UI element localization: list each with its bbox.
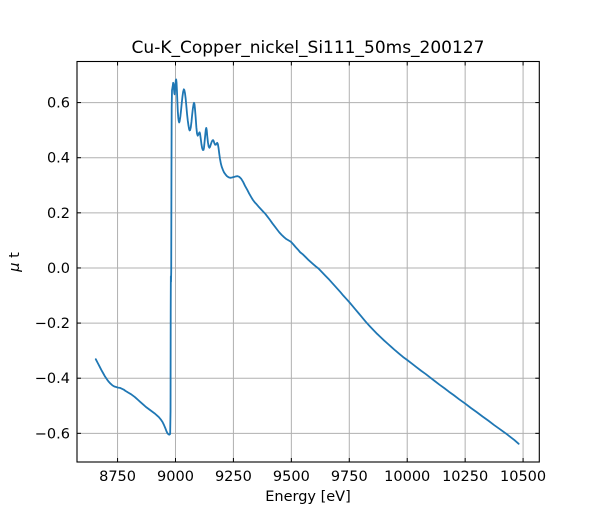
axis-ticks [77,61,540,462]
x-tick-label: 10500 [500,469,546,485]
x-tick-label: 9250 [215,469,252,485]
x-tick-label: 10000 [384,469,430,485]
chart-title: Cu-K_Copper_nickel_Si111_50ms_200127 [132,38,485,58]
x-axis-label: Energy [eV] [265,489,351,505]
data-series-layer [94,78,520,445]
x-tick-label: 9750 [331,469,368,485]
x-tick-label: 10250 [442,469,488,485]
y-tick-label: −0.6 [35,426,70,442]
y-axis-label: μ t [7,252,23,273]
gridlines [77,61,540,462]
y-tick-label: −0.2 [35,316,70,332]
y-tick-label: 0.4 [47,151,70,167]
x-tick-label: 9000 [157,469,194,485]
y-tick-label: −0.4 [35,371,70,387]
y-tick-label: 0.2 [47,206,70,222]
data-line-series [94,78,520,445]
y-tick-label: 0.6 [47,96,70,112]
tick-labels: 8750 9000 9250 9500 9750 10000 10250 10500 0.6 0.… [35,96,546,485]
x-tick-label: 8750 [99,469,136,485]
plot-border [76,60,540,463]
y-tick-label: 0.0 [47,261,70,277]
x-tick-label: 9500 [273,469,310,485]
